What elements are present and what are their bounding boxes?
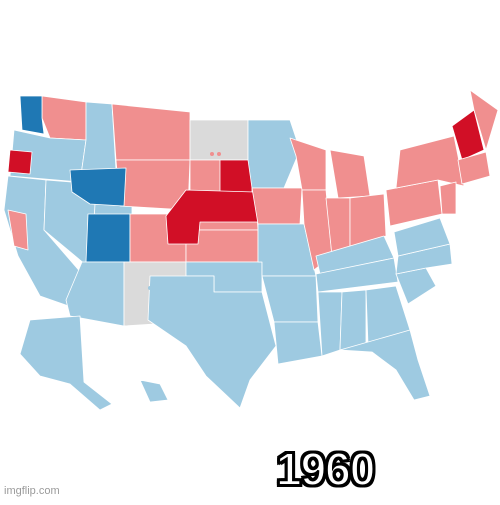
year-label: 1960 bbox=[275, 443, 376, 495]
region-wisconsin bbox=[289, 137, 327, 191]
region-massachusetts bbox=[457, 151, 491, 185]
nd-dot-1 bbox=[210, 152, 214, 156]
watermark: imgflip.com bbox=[4, 485, 60, 497]
region-virginia bbox=[393, 217, 451, 257]
region-minnesota bbox=[247, 119, 301, 189]
nm-dot-1 bbox=[148, 286, 152, 290]
region-new-jersey bbox=[439, 181, 457, 215]
region-tennessee bbox=[315, 257, 399, 293]
region-montana bbox=[111, 103, 191, 161]
region-oregon-coast bbox=[7, 149, 33, 175]
region-wyoming-blue bbox=[69, 167, 127, 207]
nm-dot-2 bbox=[155, 286, 159, 290]
region-south-carolina bbox=[395, 267, 437, 305]
region-arizona bbox=[65, 261, 125, 327]
region-iowa bbox=[251, 187, 303, 225]
region-new-hampshire-vermont bbox=[451, 109, 485, 161]
region-hawaii bbox=[139, 379, 169, 403]
region-california-north bbox=[7, 209, 29, 251]
region-louisiana bbox=[273, 321, 323, 365]
region-new-york bbox=[395, 135, 465, 189]
region-washington-west bbox=[19, 95, 45, 135]
region-arkansas bbox=[261, 275, 319, 323]
nd-dot-2 bbox=[217, 152, 221, 156]
region-florida bbox=[339, 329, 431, 401]
region-maine bbox=[469, 89, 499, 151]
region-alabama bbox=[339, 289, 367, 351]
region-ohio bbox=[349, 193, 387, 251]
region-michigan bbox=[329, 149, 371, 199]
region-pennsylvania bbox=[385, 179, 443, 227]
region-washington-east bbox=[41, 95, 87, 141]
region-texas bbox=[147, 275, 277, 409]
region-colorado bbox=[85, 213, 131, 263]
region-mississippi bbox=[317, 291, 343, 357]
region-alaska bbox=[19, 315, 113, 411]
